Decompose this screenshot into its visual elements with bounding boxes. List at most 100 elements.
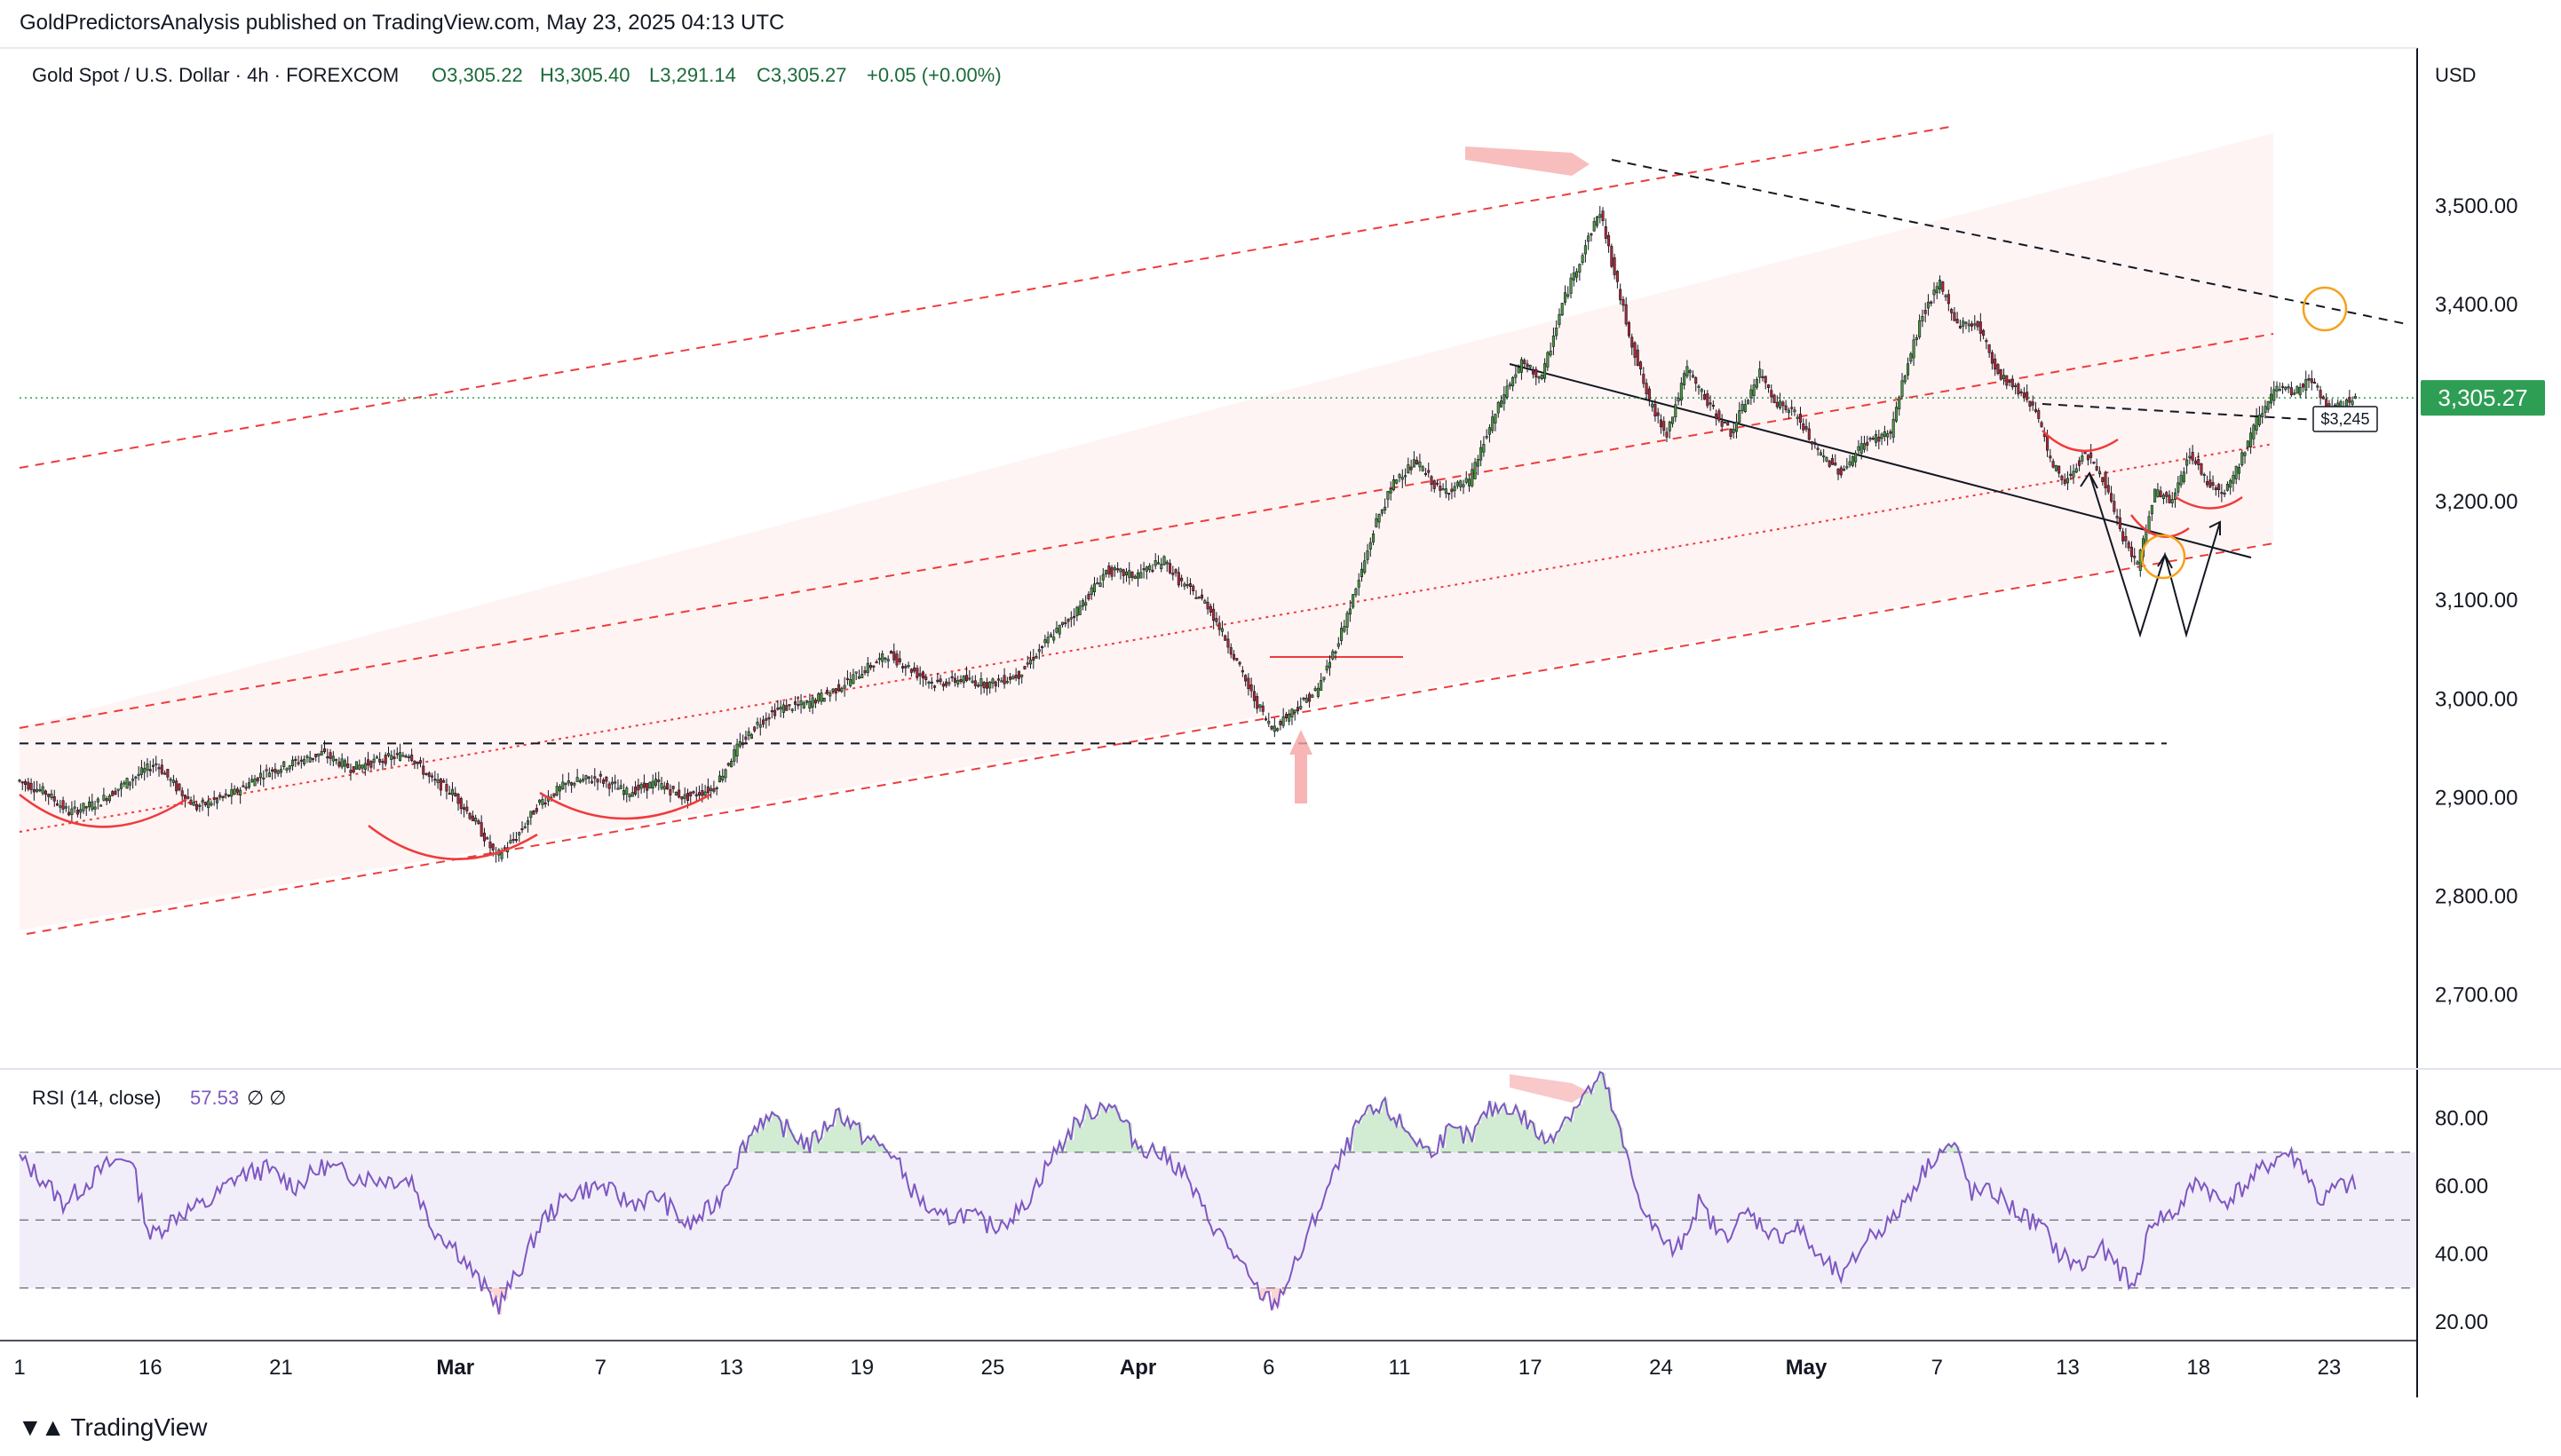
- candle: [1703, 394, 1707, 400]
- candle: [70, 808, 74, 815]
- time-tick-label: 24: [1649, 1356, 1673, 1380]
- candle: [733, 749, 736, 762]
- candle: [1380, 510, 1384, 514]
- candle: [160, 764, 163, 774]
- tradingview-brand[interactable]: ▼▲ TradingView: [18, 1413, 208, 1442]
- candle: [1206, 602, 1209, 610]
- candle: [2295, 386, 2299, 394]
- candle: [1340, 628, 1344, 641]
- candle: [886, 659, 890, 662]
- candle: [131, 779, 135, 781]
- time-tick-label: 17: [1518, 1356, 1542, 1380]
- candle: [308, 757, 312, 763]
- candle: [1049, 634, 1052, 637]
- candle: [2002, 375, 2006, 380]
- candle: [1212, 608, 1216, 621]
- candle: [2089, 452, 2093, 458]
- candle: [1185, 584, 1189, 587]
- candle: [1828, 460, 1831, 467]
- candle: [781, 704, 785, 713]
- time-tick-label: 23: [2318, 1356, 2342, 1380]
- candle: [767, 716, 771, 720]
- candle: [1398, 474, 1401, 479]
- candle: [433, 779, 437, 781]
- candle: [427, 772, 431, 777]
- candle: [1000, 680, 1003, 683]
- candle: [1694, 376, 1698, 384]
- candle: [2086, 455, 2089, 461]
- candle: [1555, 328, 1558, 336]
- candle: [610, 781, 614, 785]
- candle: [1503, 394, 1506, 404]
- candle: [1215, 618, 1218, 622]
- candle: [36, 788, 39, 792]
- last-price-badge[interactable]: 3,305.27: [2421, 380, 2545, 416]
- candle: [1241, 669, 1244, 673]
- candle: [1389, 488, 1392, 494]
- candle: [701, 790, 704, 796]
- candle: [171, 779, 175, 783]
- time-tick-label: 18: [2186, 1356, 2210, 1380]
- candle: [317, 753, 321, 756]
- candle: [279, 769, 282, 773]
- candle: [1685, 366, 1689, 377]
- candle: [2072, 471, 2075, 478]
- candle: [1926, 301, 1930, 309]
- candle: [1624, 304, 1628, 325]
- candle: [797, 704, 800, 707]
- rsi-pane[interactable]: RSI (14, close) 57.53 ∅ ∅ 80.00 60.00 40.0…: [19, 1070, 2488, 1334]
- candle: [1787, 409, 1790, 414]
- candle: [331, 756, 335, 762]
- candle: [1700, 389, 1703, 392]
- candle: [2243, 452, 2247, 456]
- candle: [1994, 359, 1997, 370]
- rsi-arrow-marker: [1510, 1074, 1590, 1103]
- candle: [1384, 506, 1387, 511]
- candle: [1395, 479, 1399, 484]
- candle: [56, 803, 59, 806]
- candle: [271, 769, 274, 772]
- candle: [881, 653, 884, 662]
- candle: [1325, 665, 1328, 671]
- candle: [2191, 452, 2194, 461]
- candle: [1288, 714, 1291, 722]
- candle: [2252, 424, 2256, 439]
- candle: [1877, 436, 1881, 442]
- candle: [593, 776, 597, 779]
- legend-change: +0.05 (+0.00%): [867, 64, 1002, 86]
- candle: [712, 788, 716, 792]
- candle: [282, 761, 286, 767]
- candle: [1005, 680, 1009, 684]
- candle: [669, 789, 672, 795]
- candle: [1078, 605, 1082, 615]
- candle: [907, 665, 910, 668]
- candle: [2281, 385, 2285, 388]
- candle: [666, 783, 670, 790]
- candle: [454, 792, 457, 796]
- candle: [116, 788, 120, 791]
- candle: [392, 756, 396, 759]
- candle: [1026, 662, 1029, 665]
- candle: [1537, 376, 1541, 379]
- candle: [1017, 670, 1020, 679]
- candle: [1296, 707, 1300, 712]
- candle: [930, 681, 933, 684]
- candle: [1907, 363, 1910, 376]
- channel-upper-line: [19, 126, 1950, 469]
- candle: [340, 758, 344, 768]
- candle: [1201, 594, 1204, 599]
- candle: [1793, 409, 1796, 413]
- price-tick-label: 3,500.00: [2435, 194, 2517, 218]
- legend-open: O3,305.22: [432, 64, 523, 86]
- candle: [1932, 289, 1936, 296]
- candle: [210, 803, 213, 806]
- candle: [64, 806, 67, 809]
- candle: [1331, 651, 1335, 660]
- candle: [1836, 469, 1840, 475]
- rsi-legend-extra: ∅ ∅: [247, 1087, 286, 1109]
- candle: [1645, 383, 1648, 395]
- candle: [18, 779, 21, 782]
- candle: [1447, 493, 1451, 495]
- candle: [2205, 481, 2209, 486]
